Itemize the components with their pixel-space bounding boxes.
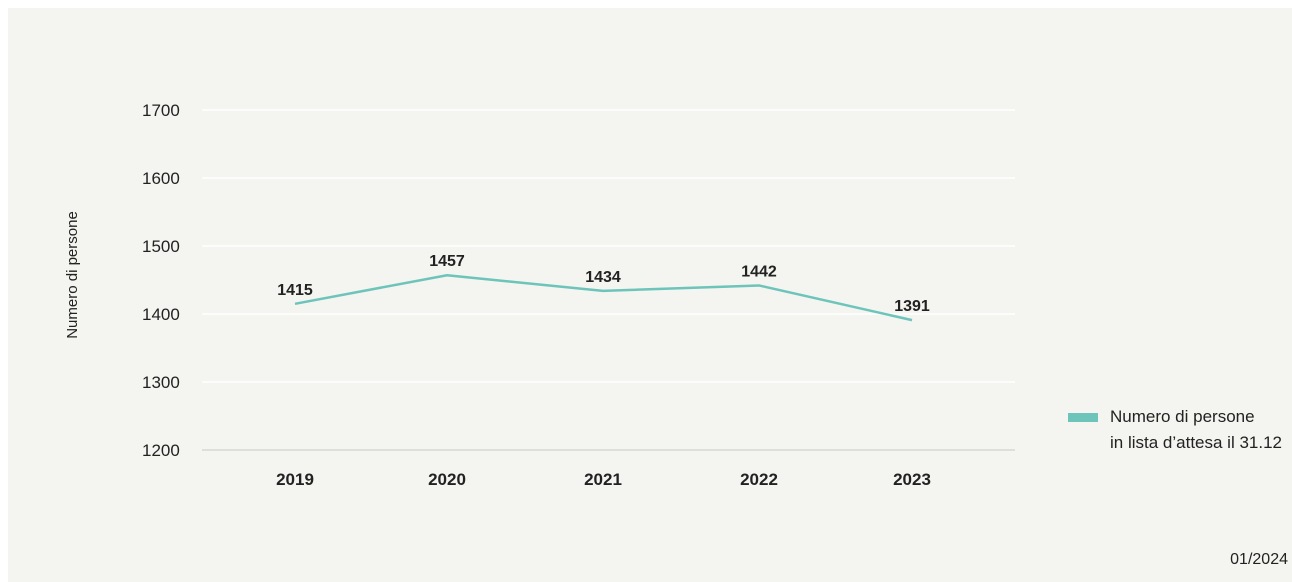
y-axis-title: Numero di persone <box>64 211 81 339</box>
y-tick-label: 1500 <box>142 237 180 256</box>
x-tick-label: 2020 <box>428 470 466 489</box>
data-label: 1442 <box>741 263 777 280</box>
data-label: 1434 <box>585 269 621 286</box>
y-tick-labels: 1200 1300 1400 1500 1600 1700 <box>142 101 180 460</box>
data-label: 1391 <box>894 298 930 315</box>
x-tick-label: 2023 <box>893 470 931 489</box>
legend-label: Numero di persone in lista d’attesa il 3… <box>1110 407 1282 452</box>
y-tick-label: 1300 <box>142 373 180 392</box>
y-tick-label: 1700 <box>142 101 180 120</box>
y-tick-label: 1200 <box>142 441 180 460</box>
x-tick-label: 2019 <box>276 470 314 489</box>
series-line <box>294 273 913 322</box>
data-label: 1415 <box>277 282 313 299</box>
y-tick-label: 1600 <box>142 169 180 188</box>
data-label: 1457 <box>429 253 465 270</box>
x-tick-label: 2022 <box>740 470 778 489</box>
date-footnote: 01/2024 <box>1230 551 1288 568</box>
x-tick-labels: 2019 2020 2021 2022 2023 <box>276 470 931 489</box>
x-tick-label: 2021 <box>584 470 622 489</box>
gridlines <box>202 109 1015 383</box>
data-labels: 1415 1457 1434 1442 1391 <box>277 253 930 315</box>
legend: Numero di persone in lista d’attesa il 3… <box>1068 404 1282 456</box>
y-tick-label: 1400 <box>142 305 180 324</box>
chart-panel <box>8 8 1292 582</box>
legend-swatch <box>1068 413 1098 422</box>
